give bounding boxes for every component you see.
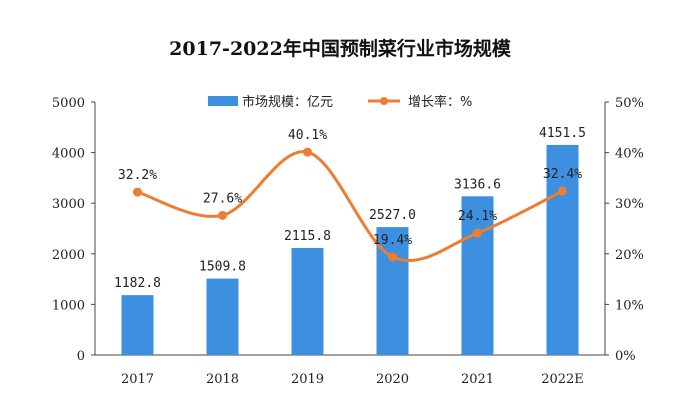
right-tick-label: 50% (615, 96, 644, 111)
chart-title: 2017-2022年中国预制菜行业市场规模 (169, 37, 512, 60)
bar (461, 196, 494, 355)
legend: 市场规模：亿元 增长率：% (208, 94, 472, 110)
growth-line (137, 150, 564, 263)
growth-label: 32.4% (543, 167, 582, 182)
growth-point (473, 228, 482, 238)
x-tick-label: 2020 (376, 372, 409, 387)
legend-bar-label: 市场规模：亿元 (242, 94, 333, 110)
x-tick-label: 2017 (121, 372, 154, 387)
left-tick-label: 2000 (52, 248, 85, 263)
left-tick-label: 5000 (52, 96, 85, 111)
right-tick-label: 10% (615, 298, 644, 313)
growth-label: 19.4% (373, 233, 412, 248)
bar (206, 278, 239, 355)
growth-label: 24.1% (458, 209, 497, 224)
bar (291, 247, 324, 355)
legend-bar-swatch (208, 96, 238, 106)
bar-label: 1509.8 (199, 260, 246, 275)
bar-label: 1182.8 (114, 276, 161, 291)
growth-label: 27.6% (203, 191, 242, 206)
growth-point (218, 210, 227, 220)
x-tick-label: 2019 (291, 372, 324, 387)
left-tick-label: 0 (77, 349, 85, 364)
growth-label: 40.1% (288, 128, 327, 143)
growth-label: 32.2% (118, 168, 157, 183)
growth-point (558, 186, 567, 196)
right-tick-label: 30% (615, 197, 644, 212)
bar-label: 2115.8 (284, 229, 331, 244)
x-tick-label: 2021 (461, 372, 494, 387)
right-tick-label: 40% (615, 147, 644, 162)
growth-point (133, 187, 142, 197)
left-tick-label: 1000 (52, 298, 85, 313)
legend-line-label: 增长率：% (408, 94, 472, 110)
right-tick-label: 0% (615, 349, 636, 364)
bar-label: 4151.5 (539, 126, 586, 141)
bar (121, 295, 154, 355)
x-tick-label: 2022E (541, 372, 584, 387)
bar-label: 2527.0 (369, 208, 416, 223)
right-tick-label: 20% (615, 248, 644, 263)
growth-point (303, 147, 312, 157)
legend-line-marker (380, 97, 388, 105)
x-tick-label: 2018 (206, 372, 239, 387)
bar-label: 3136.6 (454, 177, 501, 192)
left-tick-label: 4000 (52, 147, 85, 162)
bar (546, 144, 579, 355)
growth-point (388, 252, 397, 262)
left-tick-label: 3000 (52, 197, 85, 212)
